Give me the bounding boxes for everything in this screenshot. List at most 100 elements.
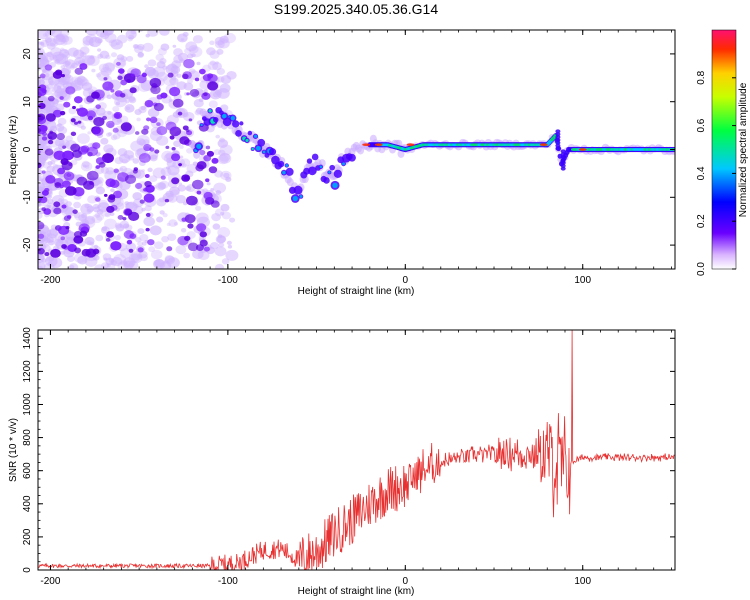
ridge-spike	[560, 152, 566, 157]
ridge-blob	[323, 177, 330, 184]
noise-blob	[106, 132, 112, 137]
noise-blob-dark	[73, 96, 83, 104]
noise-blob-dark	[116, 61, 121, 66]
noise-blob-dark	[169, 86, 181, 97]
noise-blob	[38, 175, 42, 183]
noise-blob	[104, 212, 111, 218]
noise-blob	[38, 30, 49, 40]
noise-blob	[78, 214, 87, 222]
noise-blob	[57, 126, 68, 135]
spectrogram-ytick-label: 20	[22, 48, 33, 60]
noise-blob	[137, 51, 144, 57]
ridge-spike	[555, 135, 561, 140]
noise-blob-dark	[79, 63, 88, 70]
ridge-hotspot	[578, 148, 587, 151]
noise-blob	[115, 223, 125, 232]
noise-blob-dark	[93, 117, 105, 127]
noise-blob-dark	[210, 200, 220, 208]
ridge-spike	[560, 163, 566, 168]
noise-blob	[218, 149, 226, 156]
noise-blob	[217, 154, 229, 165]
noise-blob	[134, 108, 142, 116]
noise-blob	[79, 104, 83, 108]
noise-blob	[177, 33, 188, 43]
noise-blob	[42, 242, 49, 247]
noise-blob	[212, 223, 221, 230]
noise-blob-dark	[114, 113, 121, 119]
noise-blob-dark	[126, 239, 133, 245]
noise-blob-dark	[61, 204, 67, 209]
noise-blob	[173, 140, 181, 147]
noise-blob	[185, 41, 198, 52]
noise-blob	[103, 144, 114, 153]
noise-blob	[192, 35, 203, 44]
noise-blob	[211, 213, 221, 222]
noise-blob-dark	[205, 145, 211, 150]
ridge-spike	[560, 155, 566, 160]
noise-blob-dark	[147, 239, 155, 246]
ridge-blob	[277, 160, 285, 168]
noise-blob-dark	[65, 86, 76, 95]
spectrogram-ylabel: Frequency (Hz)	[8, 116, 19, 185]
noise-blob	[185, 186, 192, 191]
noise-blob	[220, 203, 230, 212]
noise-blob-dark	[203, 154, 212, 162]
noise-blob	[124, 201, 130, 206]
noise-blob	[157, 47, 167, 56]
noise-blob	[183, 82, 194, 91]
noise-blob	[96, 214, 105, 221]
noise-blob	[225, 176, 232, 182]
noise-blob	[149, 154, 158, 162]
ridge-hotspot	[374, 143, 383, 147]
noise-blob-dark	[144, 180, 152, 188]
noise-blob	[52, 51, 65, 62]
noise-blob-dark	[169, 135, 175, 140]
noise-blob	[112, 105, 120, 112]
snr-xtick-label: -100	[218, 576, 238, 587]
noise-blob-dark	[105, 120, 115, 128]
noise-blob	[77, 255, 88, 265]
noise-blob	[219, 152, 231, 162]
noise-blob	[220, 104, 229, 112]
noise-blob-dark	[117, 68, 125, 74]
noise-blob	[102, 253, 112, 261]
noise-blob-dark	[112, 127, 119, 133]
colorbar: 0.0 0.2 0.4 0.6 0.8 Normalized spectral ampl…	[696, 29, 749, 276]
noise-blob	[118, 60, 126, 67]
noise-blob-dark	[134, 182, 143, 189]
noise-blob	[187, 78, 193, 84]
spectrogram-xtick-label: -200	[40, 275, 60, 286]
noise-blob	[38, 64, 43, 71]
noise-blob-dark	[38, 128, 41, 133]
noise-blob	[64, 206, 77, 217]
noise-blob	[126, 55, 134, 62]
spectrogram-ytick-label: -20	[22, 237, 33, 252]
noise-blob	[77, 133, 90, 144]
noise-blob	[80, 161, 93, 172]
noise-blob	[61, 67, 72, 76]
noise-blob	[100, 166, 110, 174]
noise-blob-dark	[74, 121, 78, 125]
noise-blob	[139, 254, 148, 262]
snr-frame	[37, 329, 676, 571]
colorbar-tick-label: 0.6	[696, 118, 707, 132]
noise-blob	[144, 64, 149, 69]
noise-blob-dark	[207, 81, 219, 91]
ridge-blob-core	[319, 165, 323, 169]
noise-blob	[169, 77, 179, 86]
noise-blob-dark	[189, 89, 200, 97]
noise-blob-dark	[56, 132, 65, 141]
noise-blob	[132, 192, 143, 201]
noise-blob	[213, 182, 227, 194]
noise-blob	[114, 234, 121, 241]
noise-blob	[89, 241, 95, 246]
noise-blob	[152, 66, 166, 78]
noise-blob	[175, 195, 187, 204]
noise-blob-dark	[103, 193, 108, 197]
noise-blob-dark	[130, 73, 135, 77]
ridge-blob	[232, 120, 240, 128]
noise-blob-dark	[137, 247, 144, 253]
noise-blob-dark	[182, 125, 189, 131]
noise-blob	[156, 60, 166, 69]
noise-blob-dark	[182, 73, 189, 80]
